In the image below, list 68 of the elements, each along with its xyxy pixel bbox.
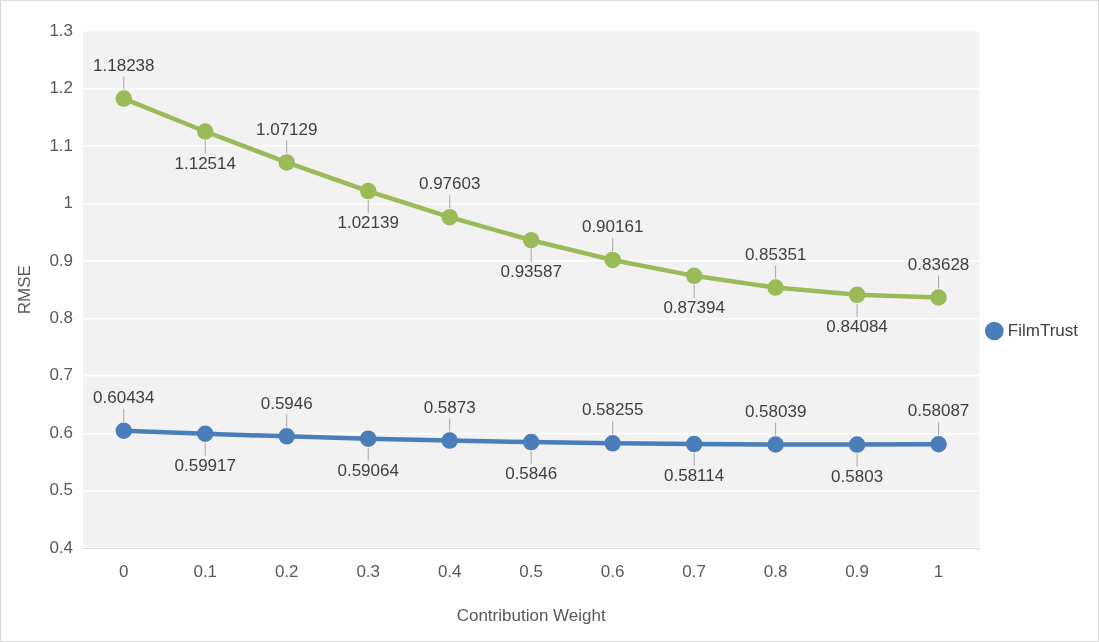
point (848, 286, 866, 304)
data-label: 0.90161 (581, 217, 644, 237)
data-label: 0.5873 (423, 397, 476, 417)
x-tick-label: 0.6 (600, 562, 625, 582)
point (767, 279, 784, 296)
point (197, 123, 214, 140)
data-label: 0.58039 (744, 401, 807, 421)
point (278, 428, 295, 445)
data-label: 0.87394 (663, 298, 725, 318)
data-label: 1.12514 (174, 153, 236, 173)
data-label: 0.58114 (664, 466, 725, 486)
data-label: 0.59917 (174, 455, 236, 475)
data-label: 0.58255 (581, 400, 644, 420)
point (359, 430, 377, 447)
x-tick-label: 0.7 (682, 562, 706, 582)
point (930, 289, 947, 306)
point (441, 208, 458, 226)
point (441, 432, 458, 449)
y-tick-label: 1 (63, 193, 74, 213)
data-label: 0.97603 (418, 174, 481, 194)
data-label: 0.60434 (93, 387, 155, 407)
x-tick-label: 0.8 (763, 562, 788, 582)
data-label: 0.5946 (260, 393, 313, 413)
point (685, 435, 703, 453)
x-tick-label: 0.9 (845, 562, 869, 582)
point (604, 251, 621, 269)
x-tick-label: 0.3 (356, 562, 381, 582)
y-tick-label: 0.7 (49, 365, 74, 385)
y-tick-label: 0.6 (49, 422, 74, 442)
y-tick-label: 0.5 (49, 480, 74, 500)
data-label: 0.5803 (831, 466, 884, 486)
data-label: 0.59064 (337, 460, 399, 480)
data-label: 0.93587 (500, 262, 562, 282)
point (115, 422, 133, 440)
x-tick-label: 0 (119, 562, 129, 582)
x-tick-label: 0.1 (193, 562, 218, 582)
x-axis-title: Contribution Weight (456, 606, 606, 626)
y-tick-label: 0.9 (49, 250, 74, 270)
y-tick-label: 0.8 (49, 308, 74, 328)
point (767, 436, 784, 453)
point (522, 433, 540, 451)
x-tick-label: 0.2 (274, 562, 299, 582)
point (685, 267, 703, 285)
data-label: 0.84084 (826, 317, 888, 337)
legend-label: FilmTrust (1007, 320, 1079, 340)
y-tick-label: 1.2 (49, 78, 74, 98)
point (604, 435, 621, 452)
x-tick-label: 0.4 (437, 562, 462, 582)
point (278, 154, 295, 171)
point (522, 232, 540, 249)
point (115, 90, 133, 107)
y-tick-label: 0.4 (49, 537, 74, 557)
point (359, 182, 377, 200)
y-tick-label: 1.1 (49, 135, 74, 155)
data-label: 0.83628 (907, 254, 970, 274)
point (930, 436, 947, 453)
data-label: 0.85351 (744, 244, 807, 264)
y-axis-title: RMSE (14, 265, 34, 315)
point (848, 436, 866, 453)
x-tick-label: 0.5 (519, 562, 543, 582)
point (197, 425, 214, 442)
data-label: 1.07129 (256, 119, 318, 139)
data-label: 1.02139 (337, 213, 399, 233)
data-label: 0.58087 (907, 401, 970, 421)
data-label: 0.5846 (505, 464, 558, 484)
x-tick-label: 1 (933, 562, 944, 582)
y-tick-label: 1.3 (49, 20, 74, 40)
data-label: 1.18238 (93, 55, 155, 75)
